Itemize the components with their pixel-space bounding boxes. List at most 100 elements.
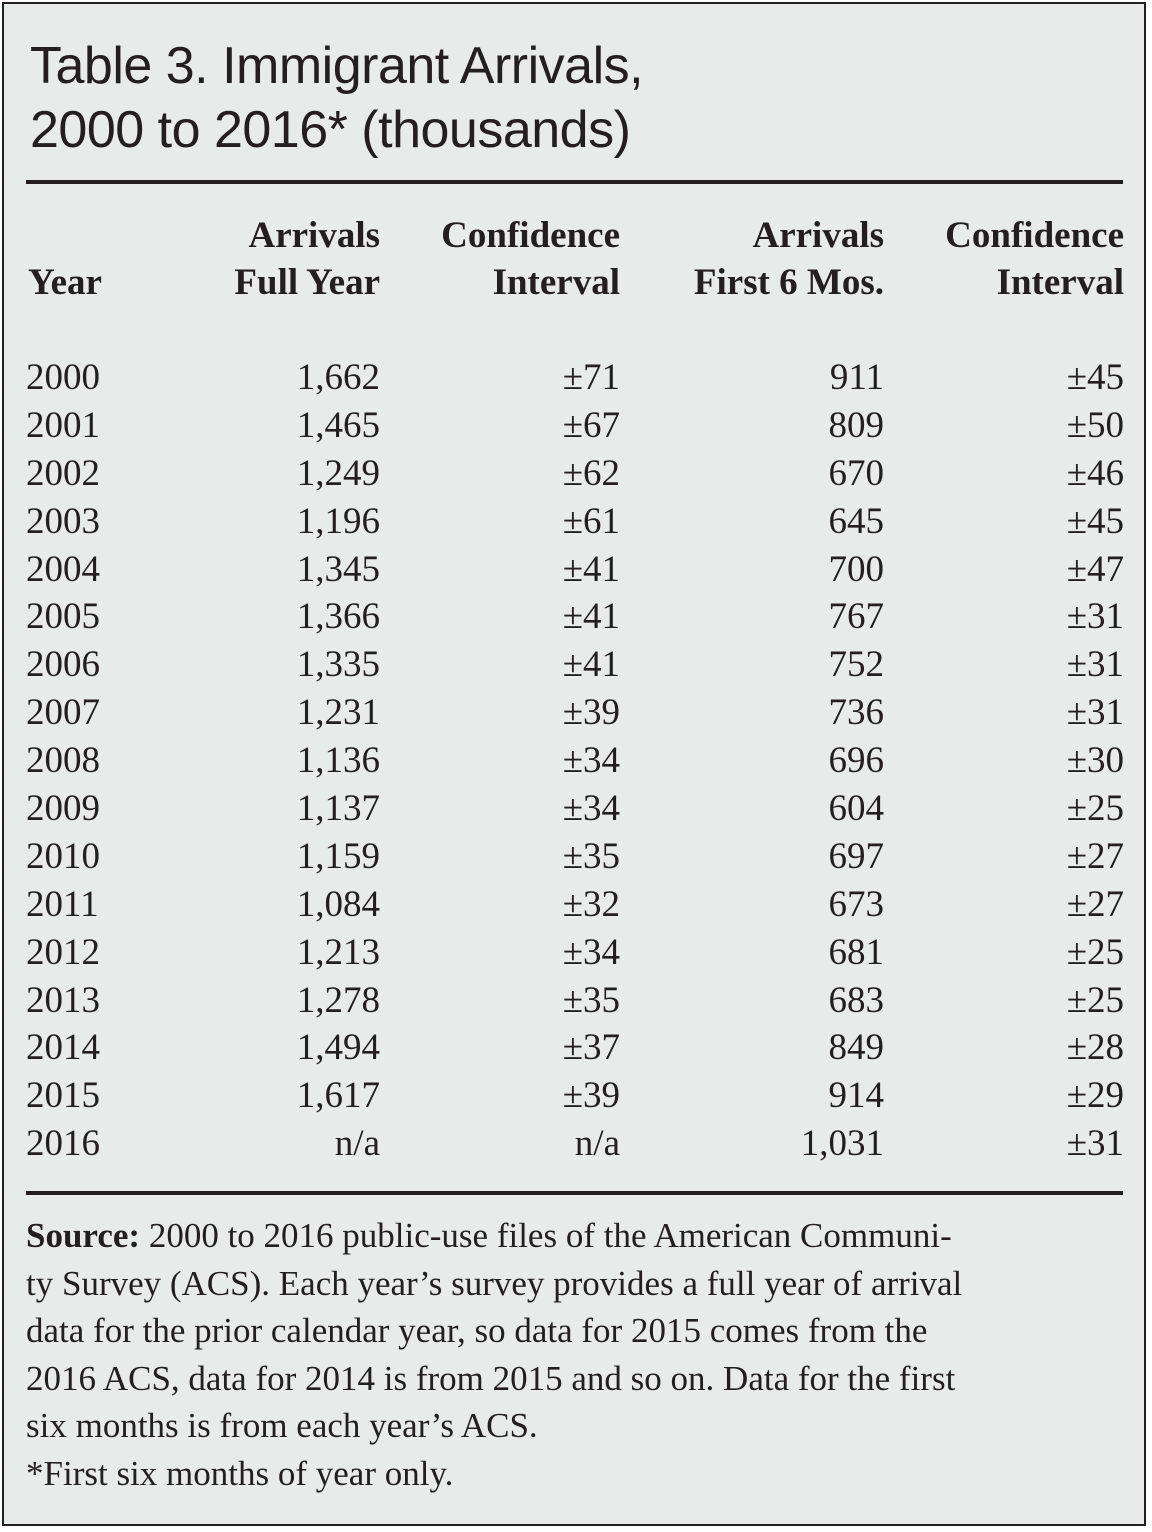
- cell-ci-first-6-mos: ±45: [1066, 500, 1124, 542]
- source-note: Source: 2000 to 2016 public-use files of…: [26, 1212, 1126, 1260]
- cell-arrivals-full-year: 1,084: [296, 883, 380, 925]
- table-row: 2007 1,231 ±39 736 ±31: [0, 689, 1152, 737]
- cell-ci-full-year: ±35: [562, 979, 620, 1021]
- cell-ci-first-6-mos: ±45: [1066, 357, 1124, 398]
- header-ci-full-line2: Interval: [492, 262, 620, 303]
- cell-arrivals-first-6-mos: 752: [828, 644, 885, 686]
- source-line-3: data for the prior calendar year, so dat…: [26, 1311, 928, 1350]
- cell-ci-first-6-mos: ±46: [1066, 452, 1124, 494]
- table-row: 2016 n/a n/a 1,031 ±31: [0, 1120, 1152, 1168]
- header-ci-half-line2: Interval: [996, 262, 1124, 303]
- header-year: Year: [28, 262, 102, 303]
- cell-ci-first-6-mos: ±25: [1066, 788, 1124, 830]
- cell-year: 2004: [26, 548, 100, 590]
- cell-arrivals-first-6-mos: 681: [828, 931, 885, 973]
- cell-arrivals-first-6-mos: 809: [828, 404, 885, 446]
- cell-ci-first-6-mos: ±25: [1066, 931, 1124, 973]
- cell-ci-first-6-mos: ±31: [1066, 1123, 1124, 1165]
- header-arrivals-first-6-mos: Arrivals First 6 Mos.: [694, 212, 884, 306]
- header-ci-half-line1: Confidence: [945, 215, 1124, 256]
- cell-arrivals-full-year: 1,213: [296, 931, 380, 973]
- cell-arrivals-first-6-mos: 696: [828, 740, 885, 782]
- header-arrivals-full-year: Arrivals Full Year: [234, 212, 380, 306]
- header-ci-full-year: Confidence Interval: [441, 212, 620, 306]
- cell-arrivals-full-year: 1,617: [296, 1075, 380, 1117]
- table-row: 2013 1,278 ±35 683 ±25: [0, 977, 1152, 1025]
- header-arrivals-full-line2: Full Year: [234, 262, 380, 303]
- title-line-2: 2000 to 2016* (thousands): [30, 101, 631, 159]
- cell-arrivals-full-year: 1,465: [296, 404, 380, 446]
- header-arrivals-half-line1: Arrivals: [752, 215, 884, 256]
- cell-year: 2010: [26, 835, 100, 877]
- cell-arrivals-first-6-mos: 697: [828, 835, 885, 877]
- cell-ci-full-year: ±34: [562, 740, 620, 782]
- bottom-rule: [26, 1191, 1123, 1195]
- cell-ci-first-6-mos: ±47: [1066, 548, 1124, 590]
- cell-year: 2006: [26, 644, 100, 686]
- header-ci-first-6-mos: Confidence Interval: [945, 212, 1124, 306]
- cell-arrivals-full-year: 1,196: [296, 500, 380, 542]
- table-row: 2010 1,159 ±35 697 ±27: [0, 833, 1152, 881]
- cell-arrivals-first-6-mos: 849: [828, 1027, 885, 1069]
- cell-arrivals-first-6-mos: 914: [828, 1075, 885, 1117]
- cell-year: 2009: [26, 788, 100, 830]
- cell-year: 2012: [26, 931, 100, 973]
- table-title: Table 3. Immigrant Arrivals, 2000 to 201…: [30, 34, 644, 162]
- cell-ci-full-year: ±37: [562, 1027, 620, 1069]
- source-line-5: six months is from each year’s ACS.: [26, 1406, 538, 1445]
- cell-year: 2003: [26, 500, 100, 542]
- table-row: 2014 1,494 ±37 849 ±28: [0, 1024, 1152, 1072]
- cell-year: 2008: [26, 740, 100, 782]
- cell-ci-first-6-mos: ±50: [1066, 404, 1124, 446]
- cell-arrivals-first-6-mos: 1,031: [800, 1123, 884, 1165]
- cell-ci-full-year: ±41: [562, 596, 620, 638]
- table-row: 2005 1,366 ±41 767 ±31: [0, 593, 1152, 641]
- cell-ci-first-6-mos: ±31: [1066, 692, 1124, 734]
- source-line-4: 2016 ACS, data for 2014 is from 2015 and…: [26, 1358, 956, 1398]
- cell-arrivals-full-year: 1,662: [296, 357, 380, 398]
- cell-ci-full-year: n/a: [574, 1123, 620, 1165]
- header-ci-full-line1: Confidence: [441, 215, 620, 256]
- cell-ci-full-year: ±61: [562, 500, 620, 542]
- cell-ci-first-6-mos: ±31: [1066, 596, 1124, 638]
- cell-arrivals-full-year: 1,231: [296, 692, 380, 734]
- table-row: 2015 1,617 ±39 914 ±29: [0, 1072, 1152, 1120]
- table-row: 2006 1,335 ±41 752 ±31: [0, 641, 1152, 689]
- cell-ci-first-6-mos: ±27: [1066, 835, 1124, 877]
- source-line-1: 2000 to 2016 public-use files of the Ame…: [140, 1216, 952, 1255]
- cell-ci-full-year: ±34: [562, 788, 620, 830]
- cell-ci-first-6-mos: ±30: [1066, 740, 1124, 782]
- cell-ci-first-6-mos: ±27: [1066, 883, 1124, 925]
- cell-ci-first-6-mos: ±28: [1066, 1027, 1124, 1069]
- cell-ci-full-year: ±41: [562, 548, 620, 590]
- cell-arrivals-first-6-mos: 683: [828, 979, 885, 1021]
- cell-arrivals-first-6-mos: 736: [828, 692, 885, 734]
- cell-ci-full-year: ±39: [562, 1075, 620, 1117]
- cell-year: 2007: [26, 692, 100, 734]
- table-row: 2000 1,662 ±71 911 ±45: [0, 354, 1152, 402]
- header-arrivals-half-line2: First 6 Mos.: [693, 262, 884, 303]
- cell-arrivals-full-year: 1,335: [296, 644, 380, 686]
- cell-arrivals-first-6-mos: 645: [828, 500, 885, 542]
- cell-ci-full-year: ±35: [562, 835, 620, 877]
- cell-arrivals-full-year: 1,136: [296, 740, 380, 782]
- cell-arrivals-first-6-mos: 673: [828, 883, 885, 925]
- footnote: *First six months of year only.: [26, 1453, 454, 1493]
- table-row: 2012 1,213 ±34 681 ±25: [0, 929, 1152, 977]
- cell-arrivals-first-6-mos: 670: [828, 452, 885, 494]
- cell-year: 2002: [26, 452, 100, 494]
- table-row: 2009 1,137 ±34 604 ±25: [0, 785, 1152, 833]
- cell-arrivals-full-year: 1,366: [296, 596, 380, 638]
- source-line-2: ty Survey (ACS). Each year’s survey prov…: [26, 1263, 963, 1303]
- table-row: 2008 1,136 ±34 696 ±30: [0, 737, 1152, 785]
- cell-year: 2013: [26, 979, 100, 1021]
- table-row: 2011 1,084 ±32 673 ±27: [0, 881, 1152, 929]
- cell-arrivals-full-year: 1,494: [296, 1027, 380, 1069]
- table-notes: Source: 2000 to 2016 public-use files of…: [26, 1212, 1126, 1497]
- cell-year: 2005: [26, 596, 100, 638]
- cell-ci-first-6-mos: ±25: [1066, 979, 1124, 1021]
- cell-ci-full-year: ±34: [562, 931, 620, 973]
- cell-arrivals-full-year: 1,137: [296, 788, 380, 830]
- source-label: Source:: [26, 1216, 141, 1255]
- cell-ci-full-year: ±32: [562, 883, 620, 925]
